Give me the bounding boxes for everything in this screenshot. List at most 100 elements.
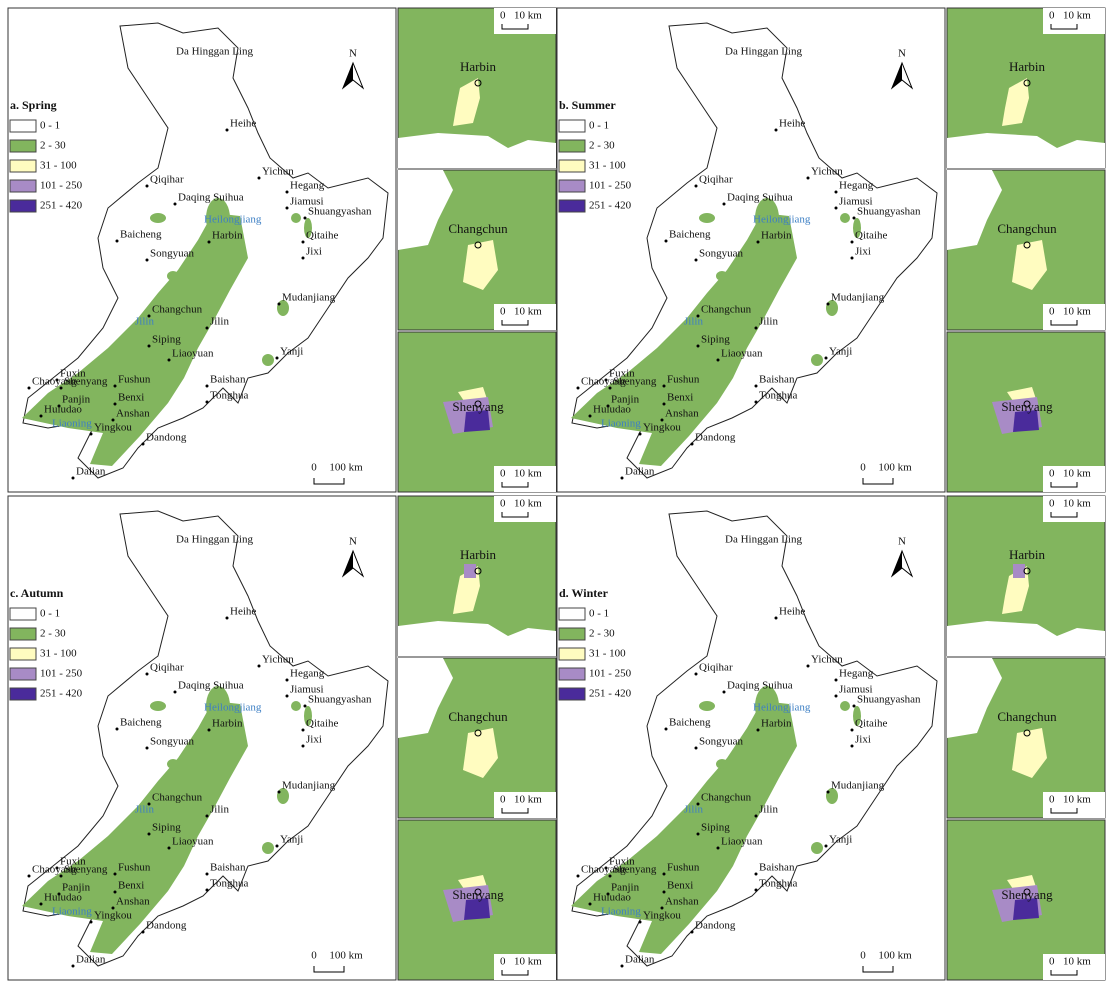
inset-scale-label: 10 km	[514, 794, 542, 806]
city-dot	[113, 890, 117, 894]
inset-white	[947, 170, 1002, 250]
inset-scale-bar	[501, 808, 529, 814]
city-label: Yichun	[811, 166, 843, 178]
province-label: Heilongjiang	[204, 214, 262, 226]
city-dot	[39, 902, 43, 906]
inset-scale-zero: 0	[1049, 468, 1055, 480]
city-label: Dalian	[625, 466, 655, 478]
legend-label: 0 - 1	[589, 608, 609, 620]
city-dot	[638, 432, 642, 436]
city-label: Benxi	[667, 392, 693, 404]
city-label: Dalian	[625, 954, 655, 966]
scale-zero: 0	[860, 462, 866, 474]
green-patch	[304, 706, 312, 726]
inset: Shenyang 0 10 km	[397, 819, 557, 981]
city-label: Siping	[152, 822, 181, 834]
inset-scale-bar	[1050, 970, 1078, 976]
city-dot	[275, 844, 279, 848]
city-label: Changchun	[701, 792, 752, 804]
scale-zero: 0	[311, 950, 317, 962]
city-dot	[852, 216, 856, 220]
city-label: Qiqihar	[699, 174, 733, 186]
inset-scale-zero: 0	[500, 794, 506, 806]
city-dot	[754, 888, 758, 892]
inset-yellow	[1012, 728, 1047, 778]
city-label: Dandong	[695, 432, 736, 444]
city-dot	[285, 190, 289, 194]
city-label: Da Hinggan Ling	[725, 534, 802, 546]
green-area	[571, 213, 797, 466]
legend-swatch	[9, 139, 37, 153]
city-label: Liaoyuan	[721, 836, 763, 848]
city-dot	[696, 832, 700, 836]
province-label: Jilin	[684, 804, 703, 816]
city-dot	[690, 930, 694, 934]
legend-label: 2 - 30	[40, 140, 66, 152]
province-label: Heilongjiang	[753, 214, 811, 226]
green-patch	[755, 686, 779, 726]
inset-scale-zero: 0	[1049, 306, 1055, 318]
city-dot	[696, 802, 700, 806]
inset-white	[398, 658, 453, 738]
inset: Harbin 0 10 km	[397, 495, 557, 657]
green-area	[22, 213, 248, 466]
city-dot	[660, 418, 664, 422]
province-label: Jilin	[684, 316, 703, 328]
city-dot	[694, 672, 698, 676]
city-dot	[604, 866, 608, 870]
inset-scale-bar	[1050, 512, 1078, 518]
city-dot	[694, 258, 698, 262]
inset-scale-label: 10 km	[1063, 468, 1091, 480]
city-label: Benxi	[667, 880, 693, 892]
city-dot	[89, 920, 93, 924]
city-label: Shuangyashan	[308, 206, 372, 218]
province-label: Heilongjiang	[204, 702, 262, 714]
city-label: Baishan	[210, 374, 246, 386]
panel-title: d. Winter	[559, 586, 609, 600]
city-dot	[716, 358, 720, 362]
city-label: Harbin	[761, 230, 792, 242]
inset-indigo	[464, 898, 490, 920]
city-label: Yanji	[829, 834, 852, 846]
province-label: Liaoning	[601, 418, 641, 430]
green-patch	[811, 842, 823, 854]
province-label: Liaoning	[52, 906, 92, 918]
city-label: Daqing Suihua	[727, 680, 793, 692]
city-dot	[834, 206, 838, 210]
city-label: Yichun	[811, 654, 843, 666]
green-patch	[262, 842, 274, 854]
city-label: Siping	[701, 822, 730, 834]
city-label: Dandong	[695, 920, 736, 932]
city-label: Shuangyashan	[857, 206, 921, 218]
city-label: Heihe	[230, 606, 256, 618]
inset-yellow	[463, 240, 498, 290]
legend-label: 101 - 250	[589, 668, 632, 680]
inset-scale-label: 10 km	[1063, 794, 1091, 806]
city-label: Qitaihe	[855, 230, 887, 242]
city-dot	[850, 240, 854, 244]
legend-swatch	[558, 199, 586, 213]
legend-label: 31 - 100	[589, 160, 626, 172]
city-label: Jiamusi	[839, 684, 873, 696]
city-dot	[694, 746, 698, 750]
scale-label: 100 km	[329, 950, 363, 962]
city-label: Fuxin	[60, 856, 86, 868]
city-label: Harbin	[212, 230, 243, 242]
city-dot	[754, 872, 758, 876]
city-label: Baicheng	[120, 229, 162, 241]
city-label: Jilin	[210, 316, 229, 328]
legend-swatch	[9, 647, 37, 661]
city-label: Liaoyuan	[721, 348, 763, 360]
city-label: Qiqihar	[150, 174, 184, 186]
inset-label: Shenyang	[452, 399, 504, 414]
scale-bar	[862, 966, 894, 973]
city-dot	[664, 239, 668, 243]
inset: Harbin 0 10 km	[946, 7, 1106, 169]
city-label: Tonghua	[210, 390, 248, 402]
green-patch	[840, 701, 850, 711]
legend-swatch	[558, 627, 586, 641]
inset-white	[398, 621, 556, 656]
city-label: Heihe	[779, 606, 805, 618]
inset-center	[1023, 567, 1031, 575]
scale-zero: 0	[311, 462, 317, 474]
